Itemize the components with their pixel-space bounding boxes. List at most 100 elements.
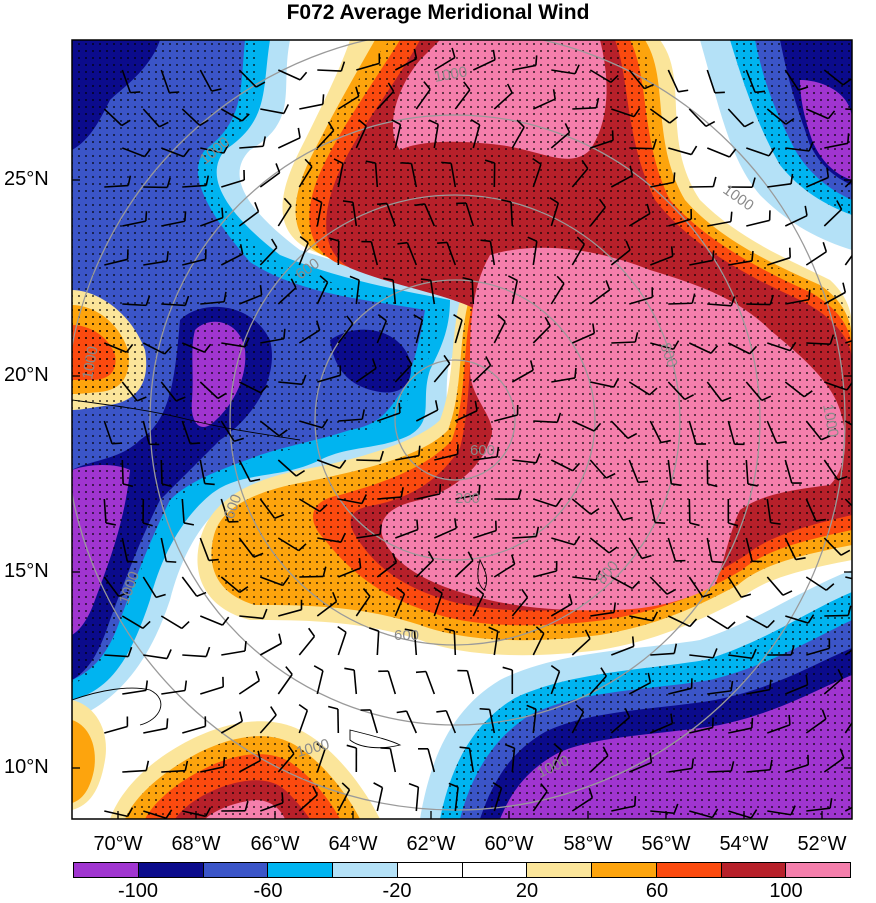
lon-label-66w: 66°W <box>250 833 299 856</box>
wind-barb-feather <box>112 443 122 444</box>
wind-barb-feather <box>613 130 614 140</box>
wind-barb-feather <box>401 163 411 164</box>
wind-barb-feather <box>731 212 732 222</box>
wind-barb <box>472 280 473 304</box>
colorbar-swatch <box>592 863 657 877</box>
wind-barb-feather <box>282 793 283 803</box>
wind-barb-feather <box>869 574 874 583</box>
wind-barb-feather <box>635 796 636 806</box>
wind-shading <box>72 40 852 819</box>
wind-barb-feather <box>416 671 426 672</box>
wind-barb-feather <box>359 558 360 568</box>
wind-barb-feather <box>752 251 753 261</box>
lon-label-58w: 58°W <box>563 833 612 856</box>
wind-barb-feather <box>146 211 147 221</box>
lon-label-52w: 52°W <box>797 833 846 856</box>
lat-label-25n: 25°N <box>4 168 49 191</box>
lon-label-62w: 62°W <box>406 833 455 856</box>
colorbar-swatch <box>398 863 463 877</box>
wind-barb <box>299 576 323 577</box>
wind-barb <box>863 607 876 616</box>
wind-barb-feather <box>441 162 451 163</box>
colorbar-swatch <box>139 863 204 877</box>
wind-barb-feather <box>440 484 441 494</box>
wind-barb-feather <box>713 250 714 260</box>
wind-barb-feather <box>715 92 725 93</box>
wind-barb-feather <box>638 481 648 482</box>
wind-barb-feather <box>460 747 470 748</box>
wind-barb-feather <box>437 242 447 243</box>
wind-barb-feather <box>480 709 490 710</box>
wind-barb-feather <box>674 172 675 182</box>
wind-barb <box>863 381 876 382</box>
wind-barb-feather <box>752 718 753 728</box>
ring-label: 200 <box>455 490 480 507</box>
colorbar-swatch <box>722 863 787 877</box>
lon-label-56w: 56°W <box>641 833 690 856</box>
wind-barb-feather <box>169 92 179 93</box>
wind-barb-feather <box>130 92 140 93</box>
wind-barb-feather <box>166 561 176 562</box>
wind-barb-feather <box>190 443 200 444</box>
ring-label: 600 <box>394 627 419 644</box>
colorbar-swatch <box>463 863 528 877</box>
wind-barb <box>863 538 876 548</box>
colorbar-swatch <box>657 863 722 877</box>
wind-barb <box>746 304 770 305</box>
colorbar <box>73 862 851 878</box>
wind-barb-feather <box>575 368 576 378</box>
wind-barb-feather <box>205 484 215 485</box>
wind-barb-feather <box>481 240 491 241</box>
wind-barb-feather <box>323 94 324 104</box>
wind-barb-feather <box>858 162 863 171</box>
wind-barb <box>356 460 380 461</box>
colorbar-swatch <box>333 863 398 877</box>
wind-barb-feather <box>809 290 810 300</box>
lat-label-15n: 15°N <box>4 560 49 583</box>
wind-barb-feather <box>397 243 407 244</box>
wind-barb-feather <box>245 641 246 651</box>
wind-barb-feather <box>789 715 790 725</box>
wind-barb-feather <box>633 636 634 646</box>
colorbar-swatch <box>268 863 333 877</box>
wind-barb <box>122 460 123 484</box>
wind-barb-feather <box>417 520 418 530</box>
wind-barb-feather <box>185 211 186 221</box>
wind-barb <box>863 70 876 77</box>
wind-barb-feather <box>224 757 225 767</box>
lon-label-60w: 60°W <box>484 833 533 856</box>
colorbar-swatch <box>786 863 850 877</box>
wind-barb-feather <box>852 705 859 713</box>
lon-label-64w: 64°W <box>328 833 377 856</box>
wind-barb-feather <box>260 285 261 295</box>
wind-barb-feather <box>127 561 137 562</box>
wind-barb <box>317 70 341 71</box>
wind-barb-feather <box>536 55 537 65</box>
lon-label-70w: 70°W <box>93 833 142 856</box>
colorbar-swatch <box>204 863 269 877</box>
wind-barb-feather <box>209 560 219 561</box>
lon-label-54w: 54°W <box>719 833 768 856</box>
wind-barb-feather <box>284 329 285 339</box>
wind-barb <box>629 148 653 149</box>
wind-barb <box>707 771 731 772</box>
wind-barb-feather <box>867 666 874 673</box>
lat-label-10n: 10°N <box>4 756 49 779</box>
wind-barb-feather <box>861 631 865 640</box>
wind-barb-feather <box>712 562 722 563</box>
wind-barb <box>863 204 873 226</box>
wind-barb-feather <box>222 208 223 218</box>
wind-barb-feather <box>870 744 876 751</box>
wind-barb-feather <box>419 446 420 456</box>
lat-label-20n: 20°N <box>4 364 49 387</box>
wind-barb-feather <box>865 790 867 800</box>
wind-barb-feather <box>672 246 673 256</box>
wind-barb-feather <box>770 680 771 690</box>
wind-barb-feather <box>848 133 849 143</box>
wind-barb <box>863 135 876 148</box>
wind-barb <box>668 303 692 304</box>
wind-barb-feather <box>399 403 400 413</box>
colorbar-swatch <box>74 863 139 877</box>
wind-barb-feather <box>167 718 168 728</box>
